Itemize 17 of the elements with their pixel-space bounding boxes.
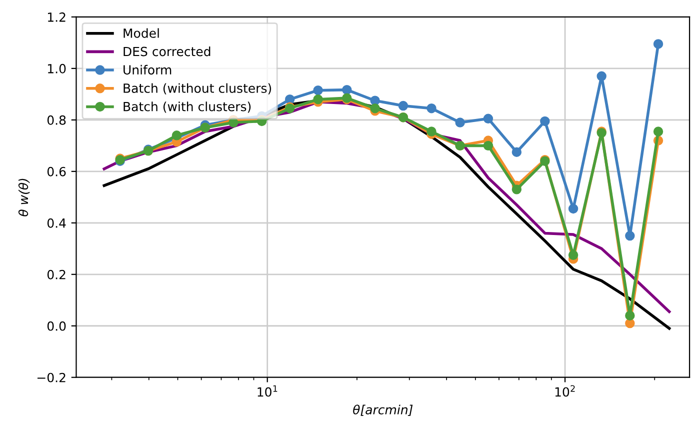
legend-label: DES corrected — [124, 46, 210, 56]
y-tick-label: 0.0 — [47, 321, 66, 331]
y-tick-label: 1.2 — [48, 12, 66, 22]
legend-label: Batch (without clusters) — [124, 83, 272, 94]
x-axis-title: θ[arcmin] — [353, 404, 413, 416]
y-tick-label: 1.0 — [48, 64, 66, 74]
y-axis-title: θ w(θ) — [18, 178, 30, 216]
y-tick-label: −0.2 — [37, 372, 66, 382]
y-tick-label: 0.6 — [47, 166, 66, 176]
legend-label: Batch (with clusters) — [124, 102, 251, 113]
y-tick-label: 0.2 — [47, 270, 66, 280]
legend-label: Uniform — [124, 64, 172, 75]
legend-label: Model — [124, 28, 159, 38]
y-tick-label: 0.4 — [47, 218, 66, 228]
x-tick-label: 10$^{1}$ — [258, 385, 278, 397]
x-tick-label: 10$^{2}$ — [555, 385, 575, 397]
y-tick-label: 0.8 — [47, 115, 66, 125]
